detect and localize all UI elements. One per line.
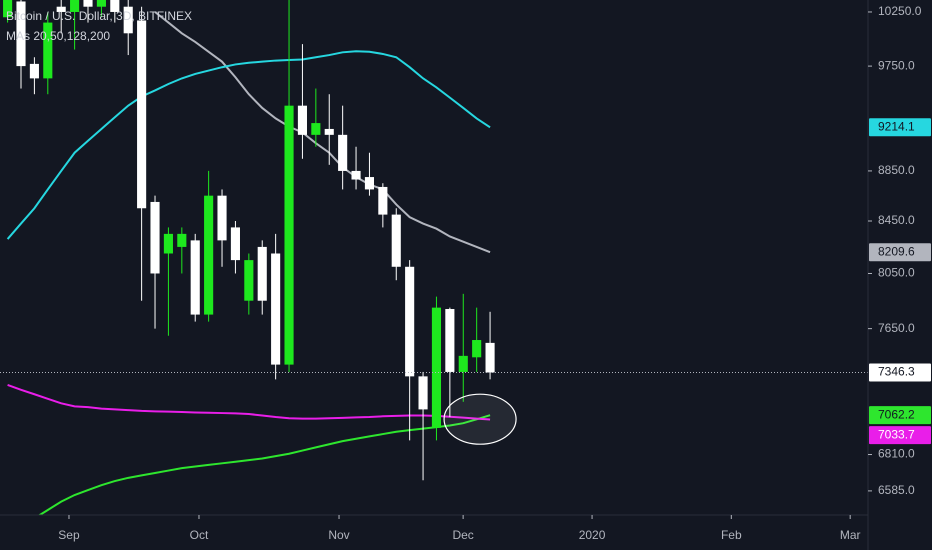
candle-body bbox=[83, 0, 93, 7]
axes: 10250.0 9750.0 8850.0 8450.0 8050.0 7650.0 681… bbox=[58, 4, 931, 542]
x-tick-label: Mar bbox=[840, 528, 861, 542]
price-tag bbox=[869, 406, 931, 425]
candle-body bbox=[311, 123, 321, 135]
candle-body bbox=[338, 134, 348, 171]
annotation-ellipse bbox=[443, 393, 517, 445]
plot-area bbox=[0, 0, 868, 515]
chart-subtitle: MAs 20,50,128,200 bbox=[6, 29, 110, 43]
y-tick-label: 8850.0 bbox=[878, 163, 915, 177]
candle-body bbox=[324, 128, 334, 135]
candle-body bbox=[96, 0, 106, 7]
price-tag bbox=[869, 363, 931, 382]
candle-body bbox=[230, 227, 240, 261]
candle-body bbox=[177, 233, 187, 247]
candle-body bbox=[364, 177, 375, 190]
candle-body bbox=[29, 63, 39, 79]
candle-body bbox=[43, 22, 53, 79]
candle-body bbox=[110, 0, 120, 12]
candle-body bbox=[244, 260, 254, 301]
candle-body bbox=[217, 195, 227, 241]
moving-average-line bbox=[154, 11, 491, 254]
chart-title: Bitcoin / U.S. Dollar, 3D, BITFINEX bbox=[6, 9, 192, 23]
x-tick-label: Dec bbox=[452, 528, 473, 542]
candle-body bbox=[458, 355, 468, 372]
y-tick-label: 9750.0 bbox=[878, 58, 915, 72]
candle-body bbox=[163, 233, 173, 254]
x-tick-label: Sep bbox=[58, 528, 80, 542]
price-tag-label: 9214.1 bbox=[878, 119, 915, 133]
candle-body bbox=[190, 240, 200, 315]
y-tick-label: 8050.0 bbox=[878, 266, 915, 280]
candle-body bbox=[16, 1, 26, 67]
candle-body bbox=[391, 214, 401, 267]
candle-body bbox=[271, 253, 281, 365]
price-tag bbox=[869, 426, 931, 445]
candle-body bbox=[297, 105, 307, 135]
candle-body bbox=[405, 266, 415, 377]
x-tick-label: Feb bbox=[721, 528, 742, 542]
candle-body bbox=[3, 0, 13, 18]
candle-body bbox=[70, 0, 80, 12]
candle-body bbox=[472, 340, 482, 358]
candle-body bbox=[485, 342, 495, 373]
x-tick-label: Oct bbox=[190, 528, 209, 542]
y-tick-label: 6810.0 bbox=[878, 447, 915, 461]
price-tag bbox=[869, 118, 931, 137]
x-tick-label: 2020 bbox=[579, 528, 606, 542]
y-tick-label: 8450.0 bbox=[878, 213, 915, 227]
candle-body bbox=[56, 6, 66, 12]
candle-body bbox=[204, 195, 214, 315]
candle-body bbox=[445, 309, 455, 372]
candle-body bbox=[284, 105, 294, 365]
candle-body bbox=[123, 6, 133, 34]
candle-body bbox=[378, 186, 388, 215]
candle-body bbox=[351, 170, 361, 180]
y-tick-label: 6585.0 bbox=[878, 483, 915, 497]
y-tick-label: 10250.0 bbox=[878, 4, 922, 18]
candle-body bbox=[431, 307, 442, 428]
x-tick-label: Nov bbox=[328, 528, 349, 542]
y-tick-label: 7650.0 bbox=[878, 321, 915, 335]
price-tag-label: 7062.2 bbox=[878, 407, 915, 421]
candle-body bbox=[150, 201, 160, 274]
price-tag-label: 7033.7 bbox=[878, 427, 915, 441]
moving-average-line bbox=[6, 50, 491, 240]
price-tag bbox=[869, 243, 931, 262]
candle-body bbox=[257, 246, 267, 301]
price-tag-label: 7346.3 bbox=[878, 365, 915, 379]
candle-body bbox=[418, 376, 428, 410]
price-tag-label: 8209.6 bbox=[878, 244, 915, 258]
candle-body bbox=[137, 20, 147, 209]
